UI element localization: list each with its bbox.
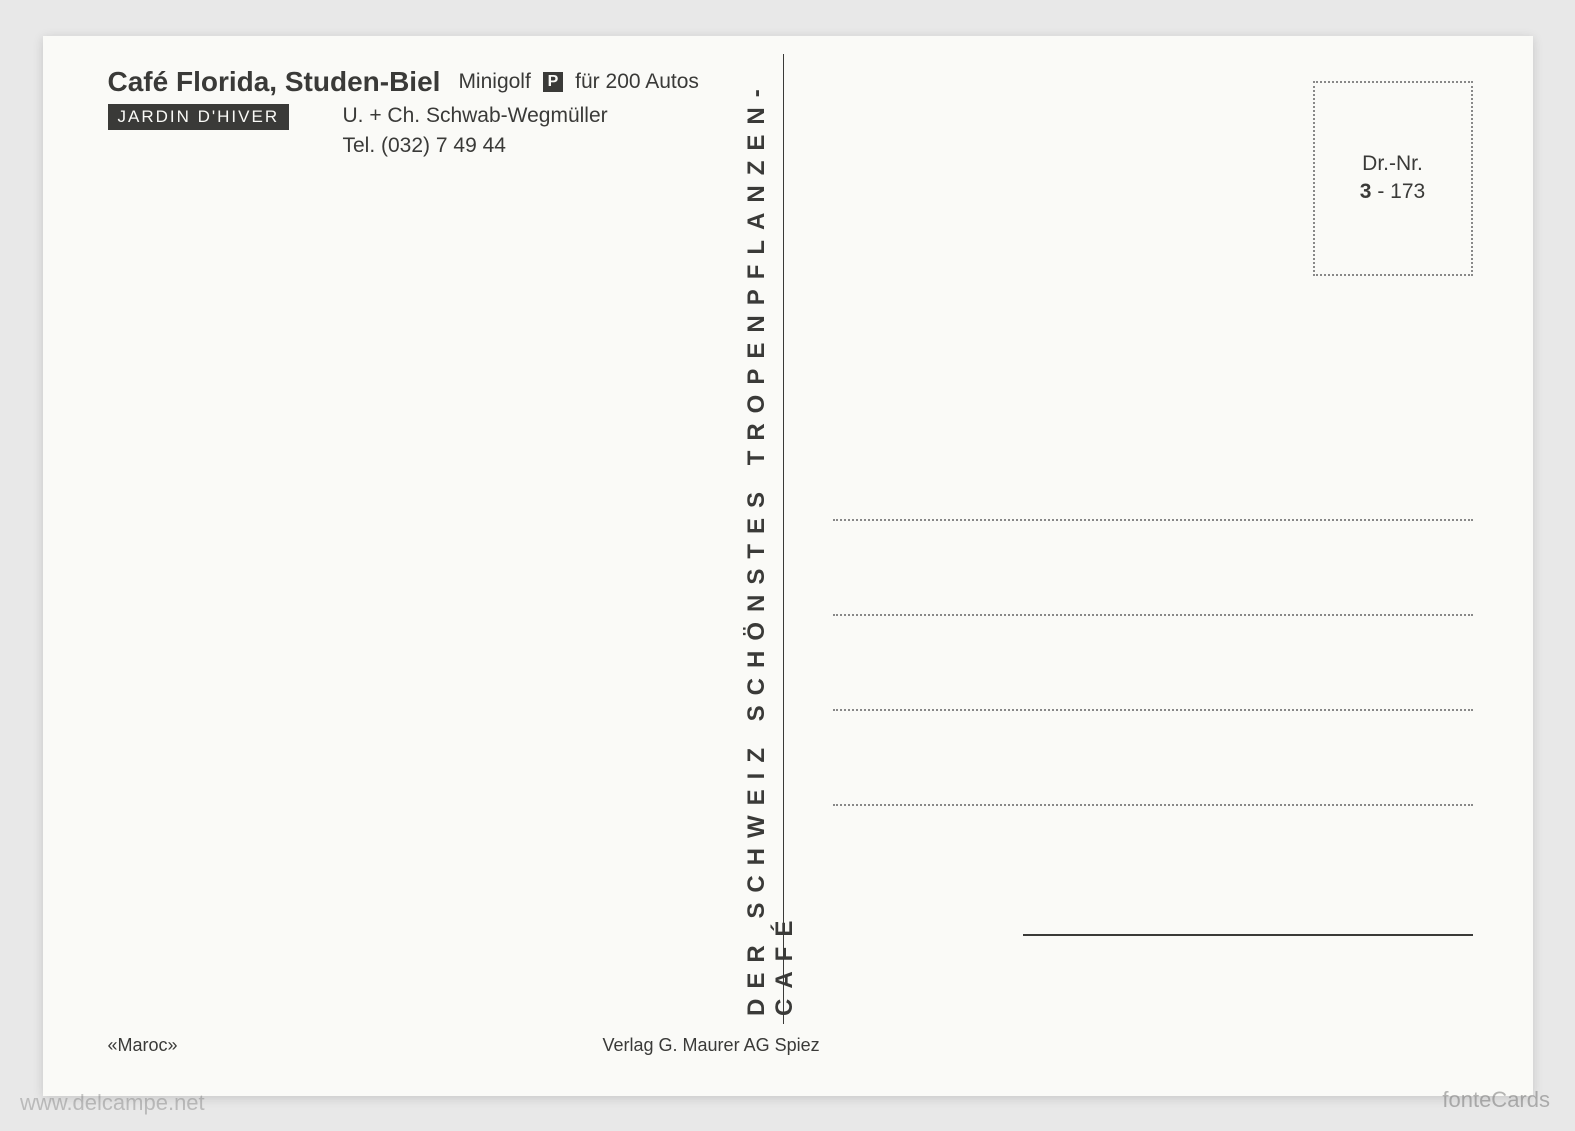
- owner-name: U. + Ch. Schwab-Wegmüller: [343, 104, 608, 128]
- vertical-slogan: DER SCHWEIZ SCHÖNSTES TROPENPFLANZEN-CAF…: [743, 66, 799, 1016]
- header-amenities: Minigolf P für 200 Autos: [458, 66, 699, 94]
- stamp-number-rest: - 173: [1371, 180, 1425, 203]
- jardin-badge: JARDIN D'HIVER: [108, 104, 290, 130]
- fontecards-watermark: fonteCards: [1442, 1087, 1550, 1113]
- stamp-line2: 3 - 173: [1360, 180, 1425, 204]
- address-area: [833, 426, 1473, 936]
- cafe-title: Café Florida, Studen-Biel: [108, 66, 441, 98]
- maroc-label: «Maroc»: [108, 1035, 178, 1056]
- postcard: Café Florida, Studen-Biel Minigolf P für…: [43, 36, 1533, 1096]
- stamp-number-bold: 3: [1360, 180, 1372, 203]
- minigolf-label: Minigolf: [458, 70, 530, 93]
- parking-icon: P: [543, 72, 564, 92]
- address-line-solid: [1023, 841, 1473, 936]
- address-line: [833, 616, 1473, 711]
- stamp-line1: Dr.-Nr.: [1362, 152, 1423, 176]
- parking-text: für 200 Autos: [575, 70, 699, 93]
- address-line: [833, 426, 1473, 521]
- stamp-box: Dr.-Nr. 3 - 173: [1313, 81, 1473, 276]
- delcampe-watermark: www.delcampe.net: [20, 1090, 205, 1116]
- owner-tel: Tel. (032) 7 49 44: [343, 134, 506, 158]
- address-line: [833, 521, 1473, 616]
- header-row: Café Florida, Studen-Biel Minigolf P für…: [108, 66, 699, 98]
- address-line: [833, 711, 1473, 806]
- verlag-label: Verlag G. Maurer AG Spiez: [603, 1035, 820, 1056]
